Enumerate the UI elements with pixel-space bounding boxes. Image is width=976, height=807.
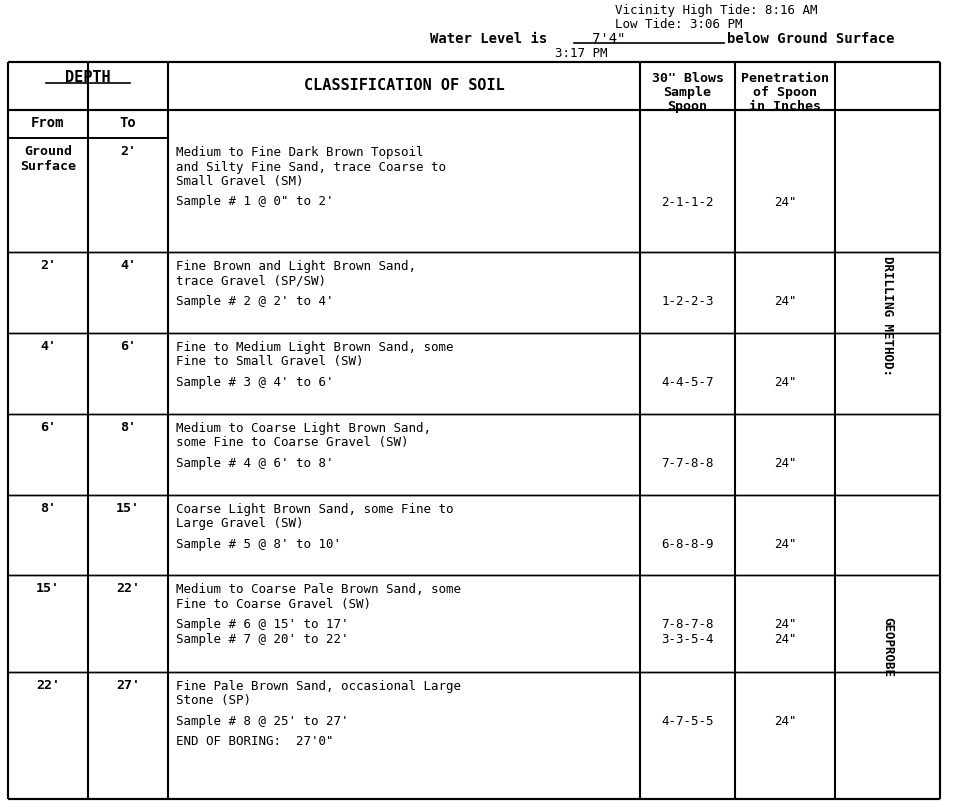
Text: Penetration: Penetration xyxy=(741,72,829,85)
Text: 6-8-8-9: 6-8-8-9 xyxy=(662,537,713,550)
Text: 4': 4' xyxy=(120,259,136,272)
Text: 3:17 PM: 3:17 PM xyxy=(555,47,607,60)
Text: Fine Pale Brown Sand, occasional Large: Fine Pale Brown Sand, occasional Large xyxy=(176,679,461,693)
Text: 8': 8' xyxy=(40,501,56,515)
Text: END OF BORING:  27'0": END OF BORING: 27'0" xyxy=(176,735,334,748)
Text: 7-8-7-8: 7-8-7-8 xyxy=(662,618,713,631)
Text: 24": 24" xyxy=(774,375,796,389)
Text: 4': 4' xyxy=(40,340,56,353)
Text: DRILLING METHOD:: DRILLING METHOD: xyxy=(881,257,894,376)
Text: Medium to Coarse Pale Brown Sand, some: Medium to Coarse Pale Brown Sand, some xyxy=(176,583,461,596)
Text: below Ground Surface: below Ground Surface xyxy=(727,32,894,46)
Text: Medium to Coarse Light Brown Sand,: Medium to Coarse Light Brown Sand, xyxy=(176,421,431,435)
Text: 4-4-5-7: 4-4-5-7 xyxy=(662,375,713,389)
Text: Sample # 1 @ 0" to 2': Sample # 1 @ 0" to 2' xyxy=(176,195,334,208)
Text: CLASSIFICATION OF SOIL: CLASSIFICATION OF SOIL xyxy=(304,78,505,94)
Text: 24": 24" xyxy=(774,195,796,208)
Text: Sample # 2 @ 2' to 4': Sample # 2 @ 2' to 4' xyxy=(176,295,334,307)
Text: 1-2-2-3: 1-2-2-3 xyxy=(662,295,713,307)
Text: some Fine to Coarse Gravel (SW): some Fine to Coarse Gravel (SW) xyxy=(176,436,409,449)
Text: DEPTH: DEPTH xyxy=(65,70,111,85)
Text: 7'4": 7'4" xyxy=(592,32,626,46)
Text: Water Level is: Water Level is xyxy=(430,32,548,46)
Text: Fine to Medium Light Brown Sand, some: Fine to Medium Light Brown Sand, some xyxy=(176,341,454,353)
Text: 22': 22' xyxy=(36,679,60,692)
Text: Sample # 3 @ 4' to 6': Sample # 3 @ 4' to 6' xyxy=(176,375,334,389)
Text: and Silty Fine Sand, trace Coarse to: and Silty Fine Sand, trace Coarse to xyxy=(176,161,446,174)
Text: in Inches: in Inches xyxy=(749,100,821,113)
Text: 24": 24" xyxy=(774,457,796,470)
Text: 24": 24" xyxy=(774,537,796,550)
Text: 30" Blows: 30" Blows xyxy=(652,72,723,85)
Text: 22': 22' xyxy=(116,583,140,596)
Text: Vicinity High Tide: 8:16 AM: Vicinity High Tide: 8:16 AM xyxy=(615,4,818,17)
Text: Spoon: Spoon xyxy=(668,100,708,113)
Text: 24": 24" xyxy=(774,618,796,631)
Text: Sample # 6 @ 15' to 17': Sample # 6 @ 15' to 17' xyxy=(176,618,348,631)
Text: Coarse Light Brown Sand, some Fine to: Coarse Light Brown Sand, some Fine to xyxy=(176,503,454,516)
Text: 4-7-5-5: 4-7-5-5 xyxy=(662,715,713,728)
Text: Sample # 4 @ 6' to 8': Sample # 4 @ 6' to 8' xyxy=(176,457,334,470)
Text: Ground
Surface: Ground Surface xyxy=(20,145,76,173)
Text: trace Gravel (SP/SW): trace Gravel (SP/SW) xyxy=(176,274,326,287)
Text: 2': 2' xyxy=(120,145,136,158)
Text: 6': 6' xyxy=(40,420,56,433)
Text: Sample # 8 @ 25' to 27': Sample # 8 @ 25' to 27' xyxy=(176,715,348,728)
Text: 7-7-8-8: 7-7-8-8 xyxy=(662,457,713,470)
Text: From: From xyxy=(31,116,64,130)
Text: Fine to Coarse Gravel (SW): Fine to Coarse Gravel (SW) xyxy=(176,598,371,611)
Text: Fine Brown and Light Brown Sand,: Fine Brown and Light Brown Sand, xyxy=(176,260,416,273)
Text: 27': 27' xyxy=(116,679,140,692)
Text: To: To xyxy=(120,116,137,130)
Text: 6': 6' xyxy=(120,340,136,353)
Text: GEOPROBE: GEOPROBE xyxy=(881,617,894,677)
Text: Sample: Sample xyxy=(664,86,712,99)
Text: 24": 24" xyxy=(774,295,796,307)
Text: Medium to Fine Dark Brown Topsoil: Medium to Fine Dark Brown Topsoil xyxy=(176,146,424,159)
Text: 2-1-1-2: 2-1-1-2 xyxy=(662,195,713,208)
Text: 24": 24" xyxy=(774,715,796,728)
Text: Stone (SP): Stone (SP) xyxy=(176,694,251,707)
Text: 15': 15' xyxy=(36,583,60,596)
Text: 8': 8' xyxy=(120,420,136,433)
Text: Fine to Small Gravel (SW): Fine to Small Gravel (SW) xyxy=(176,355,363,368)
Text: 3-3-5-4: 3-3-5-4 xyxy=(662,633,713,646)
Text: Small Gravel (SM): Small Gravel (SM) xyxy=(176,175,304,188)
Text: Sample # 5 @ 8' to 10': Sample # 5 @ 8' to 10' xyxy=(176,537,341,550)
Text: Large Gravel (SW): Large Gravel (SW) xyxy=(176,517,304,530)
Text: 24": 24" xyxy=(774,633,796,646)
Text: Low Tide: 3:06 PM: Low Tide: 3:06 PM xyxy=(615,18,743,31)
Text: 2': 2' xyxy=(40,259,56,272)
Text: Sample # 7 @ 20' to 22': Sample # 7 @ 20' to 22' xyxy=(176,633,348,646)
Text: 15': 15' xyxy=(116,501,140,515)
Text: of Spoon: of Spoon xyxy=(753,86,817,99)
